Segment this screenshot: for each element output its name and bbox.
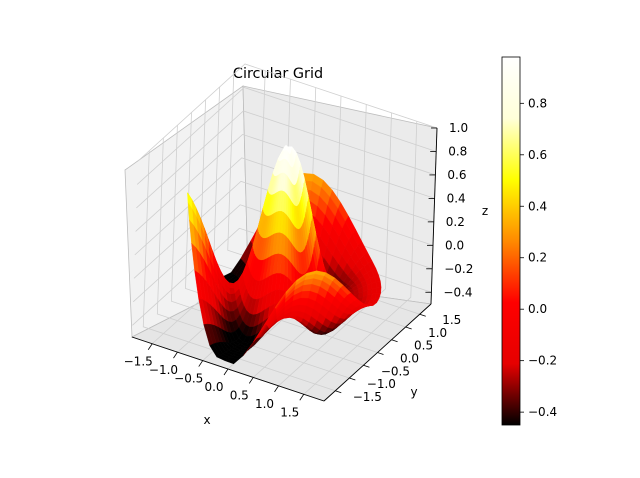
y-tick-label: −0.5 <box>381 364 410 378</box>
grid-line-z <box>132 204 433 303</box>
y-tick-mark <box>349 377 356 381</box>
grid-line-z <box>134 157 434 256</box>
surface-patch <box>375 286 382 294</box>
grid-line-z <box>133 180 434 279</box>
x-tick-label: 0.5 <box>230 388 249 402</box>
z-axis-label: z <box>482 204 488 218</box>
y-tick-mark <box>377 352 384 355</box>
z-tick-label: −0.4 <box>443 285 472 299</box>
grid-line-y <box>142 150 336 392</box>
y-tick-label: 0.5 <box>414 339 433 353</box>
grid-line-y <box>171 125 364 366</box>
y-tick-label: 1.5 <box>442 313 461 327</box>
x-axis-label: x <box>203 413 210 427</box>
y-tick-mark <box>363 364 370 368</box>
colorbar-tick-label: −0.2 <box>528 354 557 368</box>
x-tick-label: 1.5 <box>280 405 299 419</box>
y-tick-mark <box>391 339 398 343</box>
z-axis-ticks: −0.4 −0.2 0.0 0.2 0.4 0.6 0.8 1.0 <box>425 121 473 299</box>
surface-patch <box>288 176 291 200</box>
z-tick-label: 0.0 <box>445 238 464 252</box>
x-axis-ticks: −1.5−1.0−0.50.0 0.5 1.0 1.5 <box>124 343 305 419</box>
z-tick-label: 1.0 <box>449 121 468 135</box>
x-tick-mark <box>248 377 254 384</box>
grid-line-x <box>278 112 392 387</box>
surface-patch <box>228 283 235 289</box>
grid-line-z <box>136 87 437 185</box>
y-tick-mark <box>419 313 426 317</box>
z-axis-line <box>430 127 438 305</box>
y-tick-label: 1.0 <box>428 326 447 340</box>
colorbar-gradient <box>501 56 521 426</box>
y-tick-mark <box>335 390 342 394</box>
surface-patch <box>287 216 291 243</box>
y-axis-label: y <box>410 385 417 399</box>
surface-patch <box>375 280 382 289</box>
x-tick-mark <box>223 368 229 376</box>
x-tick-label: −1.5 <box>124 355 153 369</box>
grid-line-z <box>137 63 438 162</box>
z-tick-label: 0.2 <box>446 215 465 229</box>
grid-line-y <box>156 138 350 379</box>
x-tick-label: −1.0 <box>149 363 178 377</box>
x-tick-label: 0.0 <box>204 380 223 394</box>
colorbar-tick-label: 0.4 <box>528 199 547 213</box>
z-tick-label: 0.6 <box>447 168 466 182</box>
x-tick-mark <box>147 343 153 350</box>
surface-patch <box>287 237 292 264</box>
surface-plot <box>187 145 382 365</box>
surface-patch <box>287 195 291 221</box>
y-tick-label: 0.0 <box>400 352 419 366</box>
y-axis-ticks: −1.5−1.0−0.50.00.51.01.5 <box>335 313 461 404</box>
chart-title: Circular Grid <box>233 66 323 82</box>
colorbar-tick-label: −0.4 <box>528 405 557 419</box>
surface-patch <box>300 290 311 299</box>
colorbar-tick-label: 0.8 <box>528 96 547 110</box>
colorbar-ticks: −0.4 −0.2 0.0 0.2 0.4 0.6 0.8 <box>520 96 557 419</box>
y-tick-label: −1.5 <box>353 390 382 404</box>
z-tick-label: 0.4 <box>447 191 466 205</box>
surface-patch <box>371 282 377 290</box>
x-tick-label: 1.0 <box>255 397 274 411</box>
colorbar: −0.4 −0.2 0.0 0.2 0.4 0.6 0.8 <box>501 56 557 426</box>
z-tick-label: 0.8 <box>448 144 467 158</box>
colorbar-tick-label: 0.2 <box>528 251 547 265</box>
surface-patch <box>371 287 377 295</box>
x-tick-mark <box>274 385 279 393</box>
colorbar-tick-label: 0.0 <box>528 302 547 316</box>
x-tick-mark <box>198 360 204 367</box>
y-tick-label: −1.0 <box>367 377 396 391</box>
grid-line-z <box>136 110 436 209</box>
x-tick-mark <box>299 394 305 401</box>
grid-line-z <box>135 133 435 232</box>
x-tick-mark <box>173 351 178 359</box>
surface-patch <box>263 307 276 326</box>
axes-3d: −1.5−1.0−0.50.00.51.01.5 −1.5−1.0−0.50.0… <box>124 63 488 427</box>
x-tick-label: −0.5 <box>174 372 203 386</box>
grid-line-x <box>303 121 418 395</box>
colorbar-tick-label: 0.6 <box>528 148 547 162</box>
y-tick-mark <box>405 326 412 330</box>
z-tick-label: −0.2 <box>444 262 473 276</box>
